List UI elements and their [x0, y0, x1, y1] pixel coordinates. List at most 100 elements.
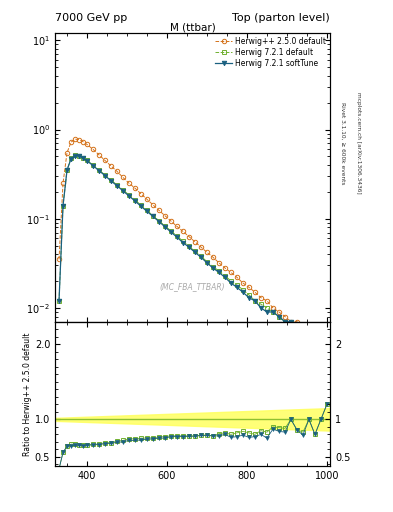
Text: mcplots.cern.ch [arXiv:1306.3436]: mcplots.cern.ch [arXiv:1306.3436]: [356, 93, 361, 194]
Herwig++ 2.5.0 default: [108, 163, 113, 169]
Herwig++ 2.5.0 default: [319, 340, 323, 347]
Herwig 7.2.1 softTune: [217, 269, 221, 275]
Herwig++ 2.5.0 default: [253, 289, 257, 295]
Herwig 7.2.1 default: [229, 278, 233, 284]
Herwig++ 2.5.0 default: [193, 239, 197, 245]
Herwig++ 2.5.0 default: [174, 223, 179, 229]
Herwig 7.2.1 softTune: [157, 219, 162, 225]
Herwig 7.2.1 softTune: [325, 351, 329, 357]
Herwig++ 2.5.0 default: [151, 202, 155, 208]
Herwig 7.2.1 default: [108, 177, 113, 183]
Text: (MC_FBA_TTBAR): (MC_FBA_TTBAR): [160, 283, 225, 292]
Herwig++ 2.5.0 default: [157, 207, 162, 214]
Text: 7000 GeV pp: 7000 GeV pp: [55, 13, 127, 23]
Herwig 7.2.1 default: [61, 203, 65, 209]
Herwig 7.2.1 default: [307, 332, 311, 338]
Herwig 7.2.1 default: [157, 218, 162, 224]
Legend: Herwig++ 2.5.0 default, Herwig 7.2.1 default, Herwig 7.2.1 softTune: Herwig++ 2.5.0 default, Herwig 7.2.1 def…: [214, 35, 328, 70]
Herwig 7.2.1 softTune: [163, 224, 167, 230]
Herwig 7.2.1 default: [211, 264, 215, 270]
Herwig 7.2.1 softTune: [319, 351, 323, 357]
Herwig 7.2.1 default: [222, 272, 227, 279]
Herwig++ 2.5.0 default: [312, 332, 317, 338]
Herwig++ 2.5.0 default: [169, 218, 173, 224]
Herwig 7.2.1 softTune: [121, 188, 125, 194]
Herwig++ 2.5.0 default: [301, 325, 305, 331]
Herwig 7.2.1 default: [81, 155, 85, 161]
Herwig 7.2.1 softTune: [288, 318, 293, 325]
Herwig 7.2.1 softTune: [259, 305, 263, 311]
Herwig 7.2.1 softTune: [301, 332, 305, 338]
Herwig 7.2.1 softTune: [132, 198, 137, 204]
Herwig++ 2.5.0 default: [264, 298, 269, 304]
Herwig 7.2.1 default: [288, 318, 293, 325]
Herwig 7.2.1 softTune: [97, 167, 101, 174]
Herwig++ 2.5.0 default: [235, 274, 239, 281]
Herwig 7.2.1 default: [235, 282, 239, 288]
Herwig 7.2.1 softTune: [127, 193, 131, 199]
Herwig 7.2.1 default: [132, 197, 137, 203]
Herwig++ 2.5.0 default: [61, 180, 65, 186]
Herwig++ 2.5.0 default: [211, 254, 215, 260]
Herwig 7.2.1 softTune: [169, 229, 173, 235]
Herwig 7.2.1 softTune: [241, 289, 245, 295]
Line: Herwig 7.2.1 default: Herwig 7.2.1 default: [57, 153, 329, 357]
Herwig 7.2.1 softTune: [253, 298, 257, 304]
Herwig++ 2.5.0 default: [246, 284, 251, 290]
Herwig 7.2.1 default: [73, 152, 77, 158]
Herwig++ 2.5.0 default: [163, 212, 167, 219]
Herwig++ 2.5.0 default: [84, 141, 89, 147]
Herwig 7.2.1 softTune: [187, 244, 191, 250]
Herwig 7.2.1 softTune: [264, 309, 269, 315]
Herwig++ 2.5.0 default: [97, 152, 101, 158]
Herwig++ 2.5.0 default: [103, 157, 107, 163]
Herwig++ 2.5.0 default: [241, 280, 245, 286]
Herwig 7.2.1 softTune: [246, 295, 251, 301]
Herwig 7.2.1 softTune: [91, 162, 95, 168]
Herwig++ 2.5.0 default: [132, 185, 137, 191]
Line: Herwig 7.2.1 softTune: Herwig 7.2.1 softTune: [57, 154, 329, 357]
Herwig 7.2.1 softTune: [277, 313, 281, 319]
Herwig++ 2.5.0 default: [307, 332, 311, 338]
Herwig 7.2.1 softTune: [205, 260, 209, 266]
Herwig++ 2.5.0 default: [73, 136, 77, 142]
Herwig++ 2.5.0 default: [205, 249, 209, 255]
Herwig++ 2.5.0 default: [145, 196, 149, 202]
Herwig++ 2.5.0 default: [325, 340, 329, 347]
Herwig 7.2.1 default: [91, 162, 95, 168]
Herwig++ 2.5.0 default: [91, 146, 95, 153]
Herwig 7.2.1 default: [217, 268, 221, 274]
Herwig 7.2.1 default: [325, 351, 329, 357]
Herwig 7.2.1 default: [187, 243, 191, 249]
Herwig 7.2.1 softTune: [295, 325, 299, 331]
Herwig 7.2.1 default: [277, 313, 281, 319]
Herwig 7.2.1 softTune: [229, 280, 233, 286]
Herwig 7.2.1 default: [271, 309, 275, 315]
Herwig++ 2.5.0 default: [198, 244, 203, 250]
Herwig++ 2.5.0 default: [277, 309, 281, 315]
Herwig 7.2.1 softTune: [181, 240, 185, 246]
Herwig 7.2.1 default: [174, 233, 179, 239]
Herwig++ 2.5.0 default: [181, 228, 185, 234]
Herwig 7.2.1 default: [264, 305, 269, 311]
Herwig++ 2.5.0 default: [222, 265, 227, 271]
Title: M (ttbar): M (ttbar): [170, 23, 215, 32]
Herwig 7.2.1 default: [301, 332, 305, 338]
Herwig++ 2.5.0 default: [81, 139, 85, 145]
Herwig 7.2.1 softTune: [57, 298, 61, 304]
Herwig 7.2.1 softTune: [145, 208, 149, 215]
Herwig 7.2.1 default: [283, 318, 287, 325]
Herwig++ 2.5.0 default: [217, 260, 221, 266]
Herwig 7.2.1 default: [97, 167, 101, 173]
Herwig 7.2.1 softTune: [235, 284, 239, 290]
Herwig++ 2.5.0 default: [288, 318, 293, 325]
Herwig 7.2.1 default: [103, 172, 107, 178]
Herwig 7.2.1 softTune: [211, 265, 215, 271]
Herwig++ 2.5.0 default: [77, 137, 81, 143]
Herwig++ 2.5.0 default: [283, 313, 287, 319]
Line: Herwig++ 2.5.0 default: Herwig++ 2.5.0 default: [57, 137, 329, 346]
Text: Rivet 3.1.10, ≥ 600k events: Rivet 3.1.10, ≥ 600k events: [340, 102, 345, 185]
Herwig 7.2.1 softTune: [283, 318, 287, 325]
Herwig 7.2.1 default: [65, 167, 70, 173]
Herwig 7.2.1 softTune: [73, 153, 77, 159]
